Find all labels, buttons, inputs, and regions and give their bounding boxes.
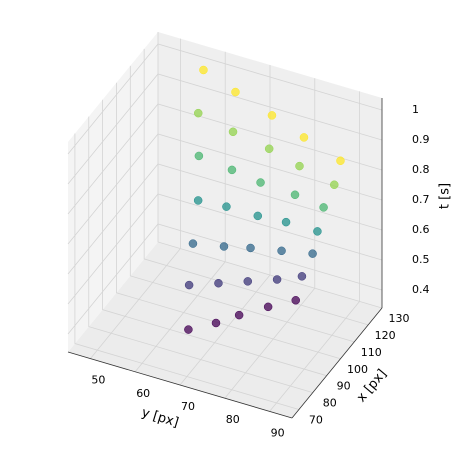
y-tick-label: 120 xyxy=(375,329,396,342)
point xyxy=(253,211,263,221)
point xyxy=(211,318,221,328)
point xyxy=(295,161,304,171)
grid-line xyxy=(157,32,383,309)
point xyxy=(227,165,237,175)
y-axis-line xyxy=(291,307,383,419)
point xyxy=(214,278,223,288)
z-tick-label: 0.9 xyxy=(412,133,430,146)
grid-line xyxy=(67,43,383,155)
grid-line xyxy=(67,163,383,275)
grid-line xyxy=(116,82,341,360)
grid-line xyxy=(74,133,300,410)
y-tick-label: 130 xyxy=(389,312,410,325)
y-tick-label: 80 xyxy=(323,397,337,410)
grid-line xyxy=(67,193,383,305)
grid-line xyxy=(88,116,313,393)
point xyxy=(246,243,255,253)
grid-line xyxy=(67,223,383,335)
x-tick-label: 60 xyxy=(136,387,150,400)
y-tick-label: 100 xyxy=(347,363,368,376)
x-axis-label: y [px] xyxy=(140,405,181,430)
y-tick-label: 90 xyxy=(337,380,351,393)
point xyxy=(281,217,291,227)
point xyxy=(222,202,231,211)
point xyxy=(336,156,345,166)
point xyxy=(231,87,240,97)
point xyxy=(193,196,203,205)
point xyxy=(188,239,198,248)
z-tick-label: 1 xyxy=(412,103,419,116)
z-axis-label: t [s] xyxy=(438,183,453,209)
point xyxy=(264,144,274,154)
grid-line xyxy=(67,103,383,215)
point xyxy=(319,203,328,212)
point xyxy=(219,242,229,251)
x-tick-label: 90 xyxy=(271,426,285,439)
point xyxy=(263,302,273,312)
point xyxy=(256,178,265,187)
point xyxy=(297,272,307,281)
z-tick-label: 0.7 xyxy=(412,193,430,206)
point xyxy=(290,190,300,200)
grid-line xyxy=(67,133,383,245)
point xyxy=(193,108,203,118)
z-tick-label: 0.8 xyxy=(412,163,430,176)
point xyxy=(243,277,253,286)
z-tick-label: 0.6 xyxy=(412,223,430,236)
grid-line xyxy=(102,99,327,377)
x-tick-label: 80 xyxy=(226,413,240,426)
point xyxy=(228,127,238,137)
left-pane xyxy=(68,32,158,352)
point xyxy=(272,275,282,284)
point xyxy=(313,227,322,236)
x-tick-label: 70 xyxy=(181,400,195,413)
y-tick-label: 70 xyxy=(309,414,323,427)
point xyxy=(291,296,300,305)
point xyxy=(184,325,193,334)
x-tick-label: 50 xyxy=(91,374,105,387)
grid-line xyxy=(67,73,383,185)
point xyxy=(234,310,244,320)
grid-line xyxy=(129,65,355,343)
z-tick-label: 0.5 xyxy=(412,253,430,266)
y-tick-label: 110 xyxy=(361,346,382,359)
point xyxy=(194,151,204,161)
point xyxy=(267,111,277,120)
z-tick-label: 0.4 xyxy=(412,283,430,296)
point xyxy=(277,246,286,256)
point xyxy=(330,180,339,189)
point xyxy=(299,133,309,142)
point xyxy=(184,280,194,290)
x-axis-line xyxy=(67,351,293,419)
point xyxy=(308,249,317,258)
point xyxy=(199,65,208,75)
